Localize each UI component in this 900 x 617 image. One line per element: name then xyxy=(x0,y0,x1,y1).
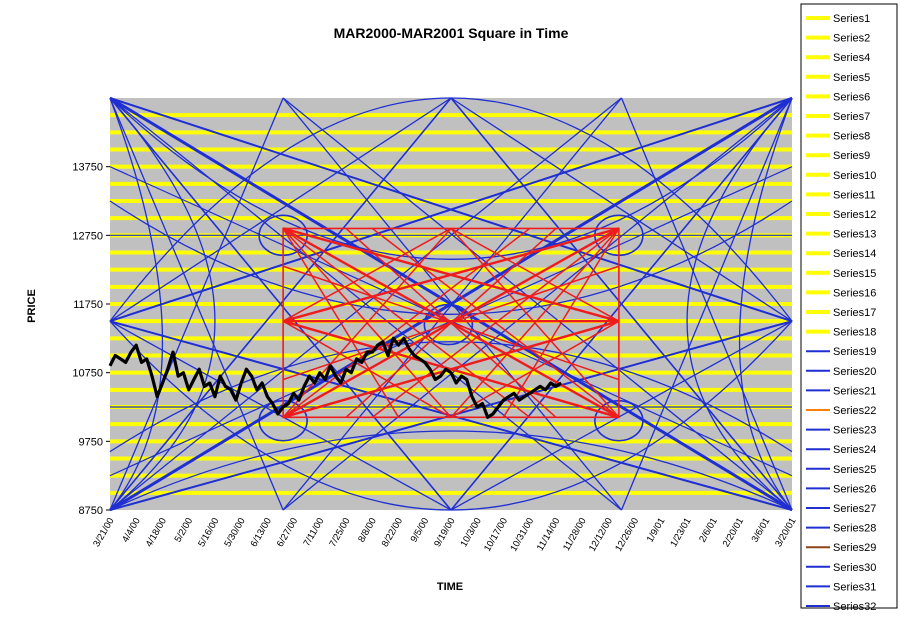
legend-label-series9: Series9 xyxy=(833,150,870,162)
legend-label-series30: Series30 xyxy=(833,562,876,574)
blue-line-22 xyxy=(450,97,793,322)
legend-label-series13: Series13 xyxy=(833,229,876,241)
blue-line-8 xyxy=(109,97,452,511)
legend-label-series5: Series5 xyxy=(833,72,870,84)
legend-label-series22: Series22 xyxy=(833,405,876,417)
legend-label-series21: Series21 xyxy=(833,385,876,397)
blue-arc-0 xyxy=(109,97,793,322)
blue-line-13 xyxy=(620,97,793,511)
legend-items: Series1 Series2 Series4 Series5 Series6 Serie… xyxy=(806,13,876,613)
blue-arc-4 xyxy=(109,200,793,315)
legend-label-series7: Series7 xyxy=(833,111,870,123)
blue-line-19 xyxy=(282,97,623,511)
blue-line-15 xyxy=(109,97,622,511)
blue-line-4 xyxy=(109,97,793,323)
legend-label-series31: Series31 xyxy=(833,581,876,593)
red-line-5 xyxy=(282,227,620,323)
legend-label-series16: Series16 xyxy=(833,287,876,299)
blue-arc-5 xyxy=(109,341,793,453)
legend-label-series18: Series18 xyxy=(833,327,876,339)
price-series xyxy=(108,336,563,419)
red-line-6 xyxy=(282,320,620,419)
red-line-10 xyxy=(450,227,620,418)
blue-arc-7 xyxy=(738,97,793,511)
legend-label-series4: Series4 xyxy=(833,52,870,64)
red-line-20 xyxy=(371,227,620,418)
red-line-11 xyxy=(282,227,452,322)
y-tick-label-2: 10750 xyxy=(72,368,103,380)
y-tick-label-5: 13750 xyxy=(72,162,103,174)
blue-arc-3 xyxy=(109,430,793,511)
legend-label-series14: Series14 xyxy=(833,248,876,260)
blue-arc-2 xyxy=(109,97,793,261)
blue-line-11 xyxy=(109,97,284,511)
red-line-23 xyxy=(282,228,400,418)
blue-arc-6 xyxy=(109,97,164,511)
legend-label-series20: Series20 xyxy=(833,366,876,378)
y-tick-label-0: 8750 xyxy=(79,505,103,517)
legend-label-series23: Series23 xyxy=(833,425,876,437)
blue-line-23 xyxy=(450,320,793,511)
y-tick-label-4: 12750 xyxy=(72,230,103,242)
legend-label-series6: Series6 xyxy=(833,91,870,103)
blue-arc-8 xyxy=(109,97,216,511)
price-line xyxy=(108,336,563,419)
legend-label-series17: Series17 xyxy=(833,307,876,319)
legend-label-series12: Series12 xyxy=(833,209,876,221)
legend: Series1 Series2 Series4 Series5 Series6 Serie… xyxy=(800,3,898,613)
legend-label-series27: Series27 xyxy=(833,503,876,515)
blue-line-21 xyxy=(109,320,452,511)
x-axis-title: TIME xyxy=(437,581,463,593)
y-tick-label-1: 9750 xyxy=(79,436,103,448)
blue-line-20 xyxy=(109,97,452,322)
legend-label-series25: Series25 xyxy=(833,464,876,476)
legend-label-series11: Series11 xyxy=(833,189,876,201)
legend-label-series15: Series15 xyxy=(833,268,876,280)
y-axis-title: PRICE xyxy=(26,289,38,323)
red-line-13 xyxy=(450,227,620,322)
legend-label-series2: Series2 xyxy=(833,33,870,45)
blue-line-17 xyxy=(282,97,793,511)
legend-label-series19: Series19 xyxy=(833,346,876,358)
red-line-22 xyxy=(282,265,620,381)
legend-label-series1: Series1 xyxy=(833,13,870,25)
red-line-12 xyxy=(282,320,452,418)
blue-geometry-series xyxy=(109,96,793,512)
y-axis-ticks: 8750 9750 10750 11750 12750 13750 xyxy=(72,162,110,517)
red-line-14 xyxy=(450,320,620,418)
legend-label-series28: Series28 xyxy=(833,523,876,535)
legend-label-series8: Series8 xyxy=(833,131,870,143)
chart-title: MAR2000-MAR2001 Square in Time xyxy=(334,25,569,41)
legend-label-series29: Series29 xyxy=(833,542,876,554)
legend-label-series26: Series26 xyxy=(833,483,876,495)
blue-line-9 xyxy=(450,97,793,511)
y-tick-label-3: 11750 xyxy=(73,299,103,311)
blue-arc-9 xyxy=(686,97,793,511)
red-line-24 xyxy=(502,228,620,418)
red-line-9 xyxy=(282,227,452,418)
legend-label-series24: Series24 xyxy=(833,444,876,456)
blue-arc-1 xyxy=(109,320,793,511)
red-geometry-series xyxy=(282,227,620,419)
red-line-19 xyxy=(282,227,531,418)
legend-label-series32: Series32 xyxy=(833,601,876,613)
legend-label-series10: Series10 xyxy=(833,170,876,182)
blue-line-5 xyxy=(109,320,793,511)
blue-circle-4 xyxy=(423,303,474,346)
